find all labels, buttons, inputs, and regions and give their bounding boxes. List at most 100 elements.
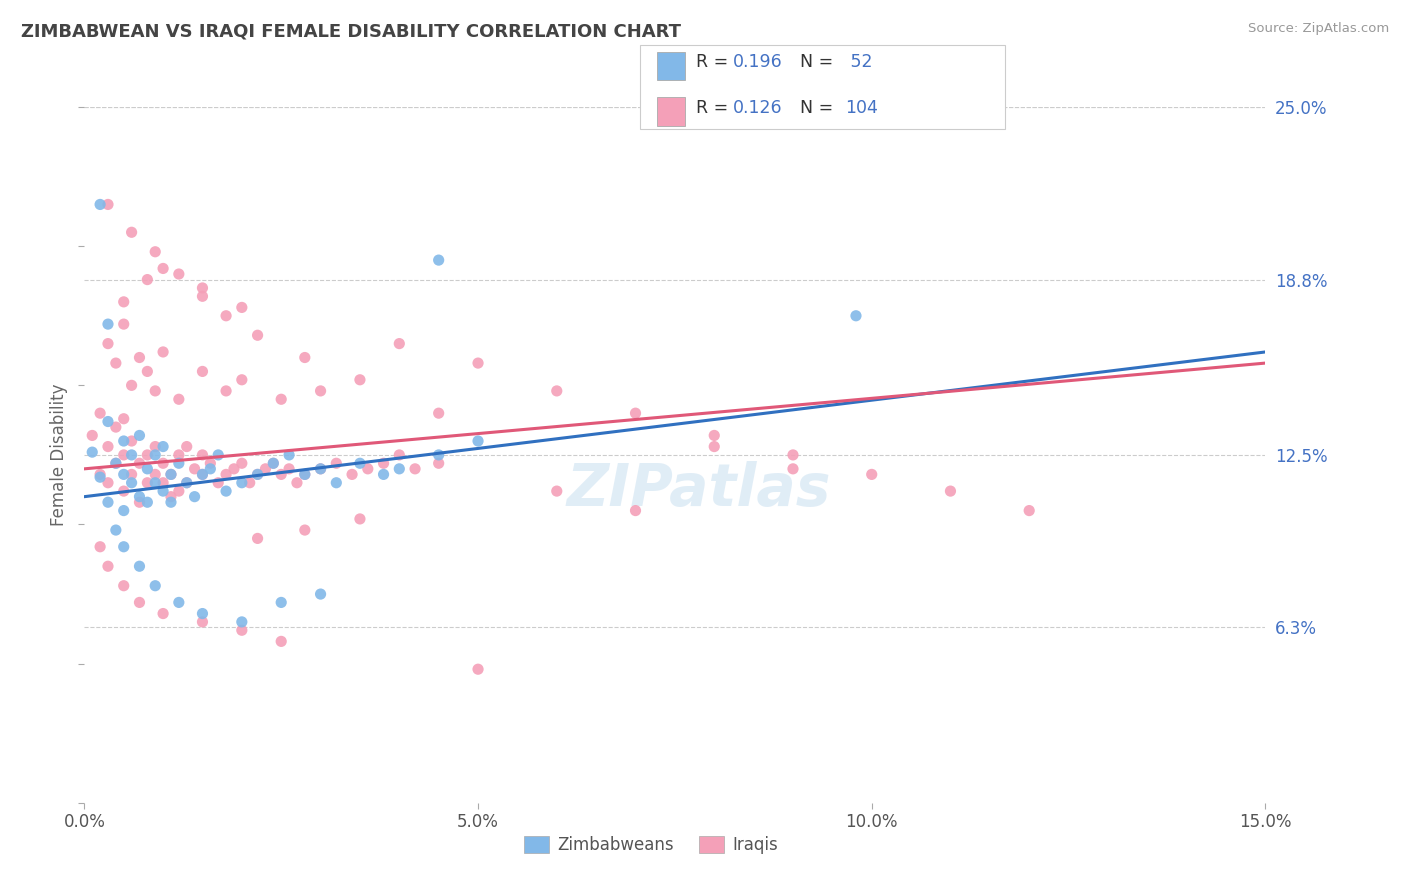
Point	[167, 484, 190, 499]
Point	[270, 392, 292, 407]
Point	[231, 615, 253, 629]
Point	[112, 411, 135, 425]
Point	[89, 467, 111, 482]
Point	[89, 540, 111, 554]
Point	[112, 448, 135, 462]
Point	[104, 420, 127, 434]
Point	[82, 428, 104, 442]
Point	[112, 434, 135, 448]
Point	[152, 607, 174, 621]
Point	[136, 448, 159, 462]
Point	[152, 484, 174, 499]
Point	[231, 456, 253, 470]
Point	[467, 356, 489, 370]
Point	[294, 351, 316, 365]
Point	[231, 475, 253, 490]
Point	[349, 373, 371, 387]
Text: 104: 104	[845, 99, 877, 117]
Point	[143, 475, 166, 490]
Point	[112, 540, 135, 554]
Point	[357, 462, 380, 476]
Point	[121, 434, 143, 448]
Point	[121, 225, 143, 239]
Point	[183, 462, 205, 476]
Point	[104, 356, 127, 370]
Point	[82, 445, 104, 459]
Point	[191, 615, 214, 629]
Point	[128, 495, 150, 509]
Point	[427, 406, 450, 420]
Point	[97, 475, 120, 490]
Point	[128, 490, 150, 504]
Point	[349, 456, 371, 470]
Point	[262, 456, 284, 470]
Point	[191, 607, 214, 621]
Point	[97, 197, 120, 211]
Point	[191, 467, 214, 482]
Point	[270, 634, 292, 648]
Point	[270, 467, 292, 482]
Point	[349, 512, 371, 526]
Point	[191, 448, 214, 462]
Point	[427, 253, 450, 268]
Point	[845, 309, 868, 323]
Point	[325, 475, 347, 490]
Point	[309, 587, 332, 601]
Point	[97, 317, 120, 331]
Text: N =: N =	[800, 54, 839, 71]
Point	[294, 467, 316, 482]
Point	[546, 484, 568, 499]
Point	[191, 281, 214, 295]
Point	[160, 467, 183, 482]
Point	[200, 462, 222, 476]
Point	[143, 448, 166, 462]
Point	[143, 440, 166, 454]
Point	[200, 456, 222, 470]
Point	[467, 662, 489, 676]
Point	[404, 462, 426, 476]
Point	[246, 467, 269, 482]
Point	[624, 406, 647, 420]
Point	[121, 467, 143, 482]
Point	[167, 392, 190, 407]
Point	[136, 475, 159, 490]
Point	[373, 467, 395, 482]
Point	[160, 495, 183, 509]
Point	[860, 467, 883, 482]
Point	[294, 523, 316, 537]
Text: 0.196: 0.196	[733, 54, 782, 71]
Point	[143, 579, 166, 593]
Point	[97, 336, 120, 351]
Point	[136, 495, 159, 509]
Point	[167, 595, 190, 609]
Point	[388, 448, 411, 462]
Point	[160, 467, 183, 482]
Point	[270, 595, 292, 609]
Point	[143, 244, 166, 259]
Point	[160, 490, 183, 504]
Point	[183, 490, 205, 504]
Point	[215, 484, 238, 499]
Point	[215, 467, 238, 482]
Point	[176, 475, 198, 490]
Point	[112, 484, 135, 499]
Text: ZIMBABWEAN VS IRAQI FEMALE DISABILITY CORRELATION CHART: ZIMBABWEAN VS IRAQI FEMALE DISABILITY CO…	[21, 22, 681, 40]
Point	[176, 440, 198, 454]
Point	[278, 462, 301, 476]
Text: 52: 52	[845, 54, 873, 71]
Point	[325, 456, 347, 470]
Point	[176, 475, 198, 490]
Legend: Zimbabweans, Iraqis: Zimbabweans, Iraqis	[517, 829, 785, 861]
Point	[167, 456, 190, 470]
Text: 0.126: 0.126	[733, 99, 782, 117]
Point	[128, 456, 150, 470]
Point	[152, 456, 174, 470]
Point	[624, 503, 647, 517]
Point	[231, 373, 253, 387]
Point	[112, 317, 135, 331]
Point	[97, 440, 120, 454]
Point	[254, 462, 277, 476]
Point	[112, 579, 135, 593]
Point	[207, 475, 229, 490]
Point	[152, 261, 174, 276]
